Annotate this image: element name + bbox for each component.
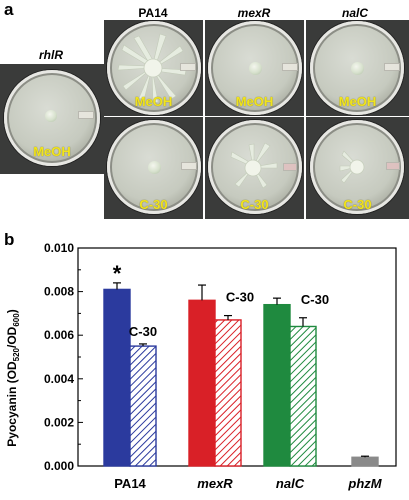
col-label-mexr: mexR bbox=[237, 6, 271, 20]
dish-label: C-30 bbox=[139, 197, 168, 212]
dish-label: MeOH bbox=[235, 94, 274, 109]
pyocyanin-bar-chart: Pyocyanin (OD520/OD600) 0.0000.0020.0040… bbox=[5, 241, 397, 491]
plate-mexr-c30: C-30 bbox=[205, 117, 304, 219]
annotations: C-30 C-30 C-30 * bbox=[113, 261, 329, 339]
dish-label: MeOH bbox=[33, 144, 71, 159]
swarm-pattern bbox=[339, 150, 365, 184]
x-tick-label-mexr: mexR bbox=[197, 476, 233, 491]
c30-annotation: C-30 bbox=[226, 290, 254, 305]
dish-label: MeOH bbox=[338, 94, 377, 109]
colony bbox=[249, 62, 262, 75]
col-label-pa14: PA14 bbox=[138, 6, 168, 20]
x-tick-labels: PA14 mexR nalC phzM bbox=[114, 476, 383, 491]
dish-label: C-30 bbox=[240, 197, 269, 212]
y-tick-label: 0.008 bbox=[44, 285, 74, 299]
panel-b-letter: b bbox=[4, 230, 15, 249]
y-axis-label: Pyocyanin (OD520/OD600) bbox=[5, 309, 21, 446]
bar-pa14-c30 bbox=[129, 345, 157, 467]
col-label-nalc: nalC bbox=[341, 6, 368, 20]
x-tick-label-nalc: nalC bbox=[276, 476, 305, 491]
axes: 0.000 0.002 0.004 0.006 0.008 0.010 bbox=[44, 241, 397, 473]
bar-phzm-meoh bbox=[351, 456, 379, 467]
colony bbox=[148, 161, 161, 174]
panel-a-letter: a bbox=[4, 0, 14, 19]
bar-pa14-meoh bbox=[103, 288, 131, 467]
c30-annotation: C-30 bbox=[301, 292, 329, 307]
y-tick-label: 0.006 bbox=[44, 328, 74, 342]
y-tick-label: 0.010 bbox=[44, 241, 74, 255]
plate-mexr-meoh: MeOH bbox=[205, 20, 304, 116]
bar-mexr-meoh bbox=[188, 299, 216, 467]
plate-rhlr-meoh: MeOH bbox=[0, 64, 104, 174]
swarm-pattern bbox=[230, 142, 278, 189]
colony bbox=[351, 62, 364, 75]
colony bbox=[45, 110, 57, 122]
x-tick-label-pa14: PA14 bbox=[114, 476, 146, 491]
y-tick-label: 0.004 bbox=[44, 372, 74, 386]
y-tick-label: 0.000 bbox=[44, 459, 74, 473]
significance-star: * bbox=[113, 261, 122, 286]
bar-mexr-c30 bbox=[214, 319, 242, 467]
plate-pa14-c30: C-30 bbox=[104, 117, 203, 219]
c30-annotation: C-30 bbox=[129, 324, 157, 339]
plate-pa14-meoh: MeOH bbox=[104, 20, 203, 116]
bars bbox=[103, 282, 379, 467]
bar-nalc-meoh bbox=[263, 303, 291, 467]
swarm-pattern bbox=[117, 33, 187, 104]
x-tick-label-phzm: phzM bbox=[347, 476, 382, 491]
dish-label: MeOH bbox=[134, 94, 173, 109]
plate-nalc-c30: C-30 bbox=[306, 117, 409, 219]
bar-nalc-c30 bbox=[289, 325, 317, 467]
side-label-rhlr: rhlR bbox=[39, 48, 63, 62]
plate-nalc-meoh: MeOH bbox=[306, 20, 409, 116]
dish-label: C-30 bbox=[343, 197, 372, 212]
y-tick-label: 0.002 bbox=[44, 415, 74, 429]
